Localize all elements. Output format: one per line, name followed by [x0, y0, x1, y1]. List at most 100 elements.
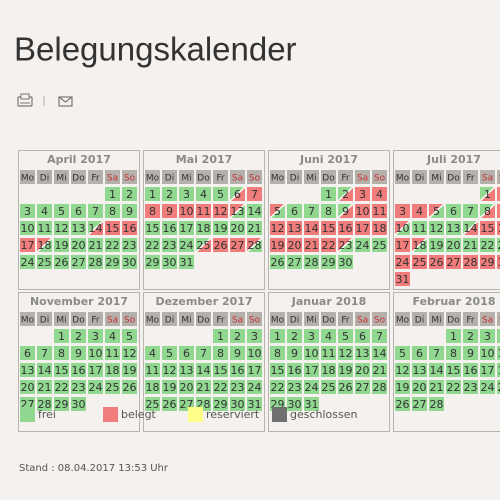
day-divider	[269, 203, 286, 219]
day-cell	[230, 329, 245, 343]
day-number: 10	[481, 347, 495, 360]
day-cell	[179, 238, 194, 252]
day-number: 8	[58, 347, 65, 360]
day-cell	[304, 346, 319, 360]
day-cell	[105, 187, 120, 201]
day-number: 23	[231, 381, 245, 394]
weekday-cell	[429, 170, 444, 184]
day-cell	[463, 329, 478, 343]
day-number: 24	[89, 381, 103, 394]
day-cell	[196, 346, 211, 360]
day-cell	[287, 255, 302, 269]
day-cell	[20, 204, 35, 218]
day-cell	[88, 346, 103, 360]
day-number: 8	[109, 205, 116, 218]
print-icon[interactable]	[17, 93, 33, 107]
day-cell	[162, 255, 177, 269]
day-cell	[497, 204, 500, 218]
weekday-label: So	[249, 174, 261, 184]
day-number: 30	[123, 256, 137, 269]
day-number: 10	[89, 347, 103, 360]
weekday-label: So	[124, 174, 136, 184]
day-cell	[497, 187, 500, 201]
day-cell	[37, 380, 52, 394]
day-number: 16	[339, 222, 353, 235]
day-cell	[162, 380, 177, 394]
day-cell	[105, 204, 120, 218]
day-cell	[88, 380, 103, 394]
day-number: 19	[430, 239, 444, 252]
weekday-cell	[162, 312, 177, 326]
day-cell	[395, 238, 410, 252]
day-divider	[337, 203, 354, 219]
day-number: 15	[271, 364, 285, 377]
day-cell	[372, 238, 387, 252]
day-number: 22	[447, 381, 461, 394]
legend-swatch	[20, 407, 35, 422]
month-name: Juli 2017	[426, 153, 481, 166]
day-number: 12	[396, 364, 410, 377]
day-number: 20	[288, 239, 302, 252]
day-cell	[196, 363, 211, 377]
day-divider	[337, 186, 354, 202]
day-cell	[355, 187, 370, 201]
day-cell	[304, 204, 319, 218]
day-cell	[162, 238, 177, 252]
day-number: 21	[430, 381, 444, 394]
day-number: 25	[146, 398, 160, 411]
day-cell	[338, 221, 353, 235]
day-number: 6	[234, 188, 241, 201]
day-number: 17	[396, 239, 410, 252]
day-number: 16	[288, 364, 302, 377]
day-cell	[429, 255, 444, 269]
day-number: 22	[106, 239, 120, 252]
day-cell	[287, 380, 302, 394]
day-number: 1	[450, 330, 457, 343]
day-number: 31	[180, 256, 194, 269]
day-cell	[37, 221, 52, 235]
day-cell	[122, 221, 137, 235]
day-number: 21	[197, 381, 211, 394]
weekday-label: Fr	[91, 316, 100, 326]
day-number: 10	[180, 205, 194, 218]
mail-icon[interactable]	[58, 96, 73, 107]
day-cell	[463, 255, 478, 269]
day-cell	[162, 187, 177, 201]
weekday-label: So	[499, 316, 500, 326]
day-cell	[304, 397, 319, 411]
day-number: 6	[359, 330, 366, 343]
legend-label: belegt	[121, 408, 157, 421]
weekday-cell	[372, 170, 387, 184]
weekday-label: Mi	[56, 174, 66, 184]
day-cell	[122, 204, 137, 218]
day-number: 6	[291, 205, 298, 218]
day-cell	[321, 187, 336, 201]
day-cell	[162, 397, 177, 411]
day-cell	[20, 221, 35, 235]
day-number: 13	[180, 364, 194, 377]
day-cell	[145, 346, 160, 360]
day-cell	[54, 329, 69, 343]
day-number: 17	[89, 364, 103, 377]
day-number: 15	[322, 222, 336, 235]
day-cell	[54, 204, 69, 218]
day-cell	[463, 238, 478, 252]
day-number: 3	[359, 188, 366, 201]
day-number: 23	[498, 239, 500, 252]
weekday-cell	[71, 312, 86, 326]
day-cell	[338, 255, 353, 269]
day-number: 2	[234, 330, 241, 343]
day-cell	[88, 238, 103, 252]
day-number: 10	[396, 222, 410, 235]
day-divider	[462, 220, 479, 236]
day-number: 11	[146, 364, 160, 377]
day-cell	[179, 204, 194, 218]
day-cell	[270, 221, 285, 235]
day-cell	[270, 255, 285, 269]
day-cell	[446, 238, 461, 252]
day-number: 27	[231, 239, 245, 252]
day-number: 14	[89, 222, 103, 235]
day-number: 8	[325, 205, 332, 218]
weekday-label: Sa	[107, 174, 118, 184]
